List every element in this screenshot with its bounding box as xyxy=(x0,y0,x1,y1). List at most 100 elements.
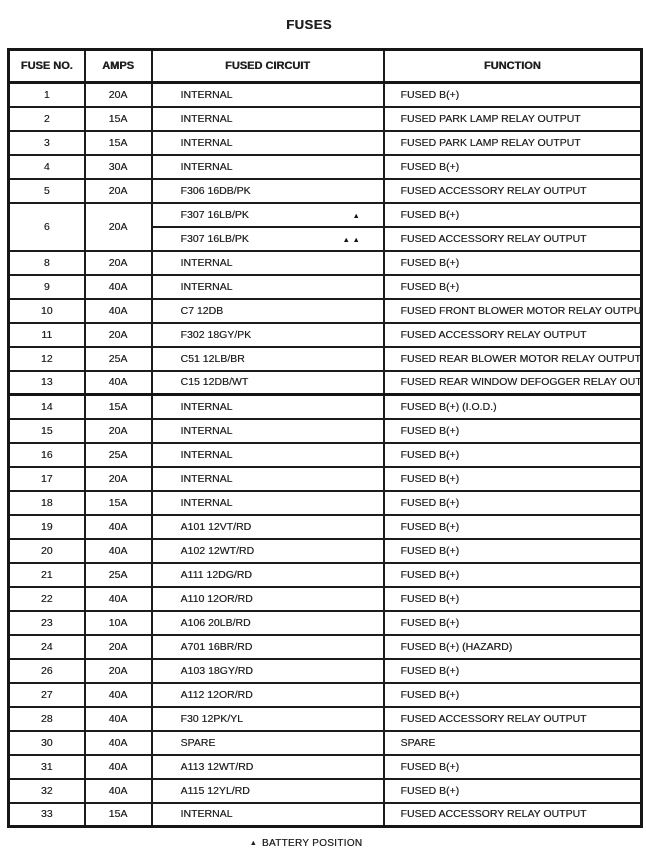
fuse-no-cell: 32 xyxy=(7,777,86,804)
function-cell: FUSED B(+) xyxy=(382,657,643,684)
amps-cell: 20A xyxy=(83,417,153,444)
fused-circuit-cell: A101 12VT/RD xyxy=(150,513,385,540)
function-cell: FUSED B(+) xyxy=(382,681,643,708)
table-row: 27 40A A112 12OR/RD FUSED B(+) xyxy=(7,681,643,708)
column-header-function: FUNCTION xyxy=(382,48,643,84)
amps-cell: 15A xyxy=(83,489,153,516)
footnote: ▲ BATTERY POSITION xyxy=(0,838,629,849)
fuse-no-cell: 20 xyxy=(7,537,86,564)
table-row: 30 40A SPARE SPARE xyxy=(7,729,643,756)
function-cell: FUSED B(+) xyxy=(382,513,643,540)
fuse-no-cell: 3 xyxy=(7,129,86,156)
fuse-no-cell: 21 xyxy=(7,561,86,588)
battery-position-marker-icon: ▲▲ xyxy=(342,236,363,244)
amps-cell: 20A xyxy=(83,321,153,348)
fused-circuit-cell: INTERNAL xyxy=(150,489,385,516)
function-cell: FUSED ACCESSORY RELAY OUTPUT xyxy=(382,705,643,732)
battery-position-marker-icon: ▲ xyxy=(352,212,363,220)
fuse-no-cell: 24 xyxy=(7,633,86,660)
fuse-no-cell: 18 xyxy=(7,489,86,516)
fused-circuit-cell: A102 12WT/RD xyxy=(150,537,385,564)
function-cell: FUSED B(+) xyxy=(382,561,643,588)
amps-cell: 40A xyxy=(83,705,153,732)
function-cell: FUSED B(+) xyxy=(382,417,643,444)
fuse-no-cell: 17 xyxy=(7,465,86,492)
amps-cell: 40A xyxy=(83,513,153,540)
fuse-no-cell: 2 xyxy=(7,105,86,132)
fused-circuit-cell: F307 16LB/PK ▲ xyxy=(150,201,385,228)
function-cell: FUSED B(+) xyxy=(382,81,643,108)
table-row: 15 20A INTERNAL FUSED B(+) xyxy=(7,417,643,444)
function-cell: FUSED B(+) (HAZARD) xyxy=(382,633,643,660)
amps-cell: 40A xyxy=(83,273,153,300)
table-row: 8 20A INTERNAL FUSED B(+) xyxy=(7,249,643,276)
fused-circuit-cell: A115 12YL/RD xyxy=(150,777,385,804)
table-row: 33 15A INTERNAL FUSED ACCESSORY RELAY OUTPU… xyxy=(7,801,643,828)
amps-cell: 40A xyxy=(83,681,153,708)
fused-circuit-cell: INTERNAL xyxy=(150,81,385,108)
function-cell: FUSED ACCESSORY RELAY OUTPUT xyxy=(382,801,643,828)
table-row: F307 16LB/PK ▲▲ FUSED ACCESSORY RELAY OUTP… xyxy=(9,225,643,252)
amps-cell: 20A xyxy=(83,81,153,108)
fuse-table: FUSE NO. AMPS FUSED CIRCUIT FUNCTION 1 20… xyxy=(7,48,643,828)
fused-circuit-cell: A701 16BR/RD xyxy=(150,633,385,660)
table-row: 13 40A C15 12DB/WT FUSED REAR WINDOW DEFOGG… xyxy=(7,369,643,396)
table-row: 16 25A INTERNAL FUSED B(+) xyxy=(7,441,643,468)
table-row: 2 15A INTERNAL FUSED PARK LAMP RELAY OUTPUT xyxy=(7,105,643,132)
footnote-text: BATTERY POSITION xyxy=(261,838,363,849)
fuse-no-cell: 13 xyxy=(7,369,86,396)
amps-cell: 25A xyxy=(83,345,153,372)
table-row: 9 40A INTERNAL FUSED B(+) xyxy=(7,273,643,300)
amps-cell: 30A xyxy=(83,153,153,180)
amps-cell: 20A xyxy=(83,657,153,684)
table-row: 21 25A A111 12DG/RD FUSED B(+) xyxy=(7,561,643,588)
fuse-no-cell: 26 xyxy=(7,657,86,684)
fused-circuit-cell: A112 12OR/RD xyxy=(150,681,385,708)
table-row: 31 40A A113 12WT/RD FUSED B(+) xyxy=(7,753,643,780)
amps-cell: 20A xyxy=(83,633,153,660)
function-cell: FUSED B(+) xyxy=(382,273,643,300)
fused-circuit-cell: A111 12DG/RD xyxy=(150,561,385,588)
fused-circuit-cell: INTERNAL xyxy=(150,393,385,420)
function-cell: SPARE xyxy=(382,729,643,756)
fused-circuit-cell: F306 16DB/PK xyxy=(150,177,385,204)
column-header-fused-circuit: FUSED CIRCUIT xyxy=(150,48,385,84)
table-row: 32 40A A115 12YL/RD FUSED B(+) xyxy=(7,777,643,804)
fused-circuit-cell: F302 18GY/PK xyxy=(150,321,385,348)
amps-cell: 20A xyxy=(83,465,153,492)
fused-circuit-cell: INTERNAL xyxy=(150,129,385,156)
function-cell: FUSED B(+) xyxy=(382,441,643,468)
fused-circuit-cell: INTERNAL xyxy=(150,249,385,276)
function-cell: FUSED B(+) xyxy=(382,609,643,636)
fuse-no-cell: 23 xyxy=(7,609,86,636)
amps-cell: 40A xyxy=(83,297,153,324)
amps-cell: 15A xyxy=(83,393,153,420)
fused-circuit-cell: A110 12OR/RD xyxy=(150,585,385,612)
amps-cell: 25A xyxy=(83,441,153,468)
fuse-no-cell: 22 xyxy=(7,585,86,612)
table-row: 12 25A C51 12LB/BR FUSED REAR BLOWER MOTOR … xyxy=(7,345,643,372)
amps-cell: 20A xyxy=(83,201,153,252)
fuse-table-body: 1 20A INTERNAL FUSED B(+) 2 15A INTERNAL FUSED … xyxy=(7,81,643,828)
function-cell: FUSED B(+) xyxy=(382,489,643,516)
table-row: 19 40A A101 12VT/RD FUSED B(+) xyxy=(7,513,643,540)
fused-circuit-cell: INTERNAL xyxy=(150,417,385,444)
function-cell: FUSED ACCESSORY RELAY OUTPUT xyxy=(382,225,643,252)
fuse-no-cell: 5 xyxy=(7,177,86,204)
amps-cell: 40A xyxy=(83,753,153,780)
table-row: 11 20A F302 18GY/PK FUSED ACCESSORY RELAY O… xyxy=(7,321,643,348)
amps-cell: 40A xyxy=(83,369,153,396)
table-row: 5 20A F306 16DB/PK FUSED ACCESSORY RELAY OU… xyxy=(7,177,643,204)
table-row: 22 40A A110 12OR/RD FUSED B(+) xyxy=(7,585,643,612)
fuse-no-cell: 1 xyxy=(7,81,86,108)
amps-cell: 20A xyxy=(83,177,153,204)
fuse-no-cell: 9 xyxy=(7,273,86,300)
battery-position-marker-icon: ▲ xyxy=(249,840,257,847)
fused-circuit-cell: SPARE xyxy=(150,729,385,756)
table-row: 6 20A F307 16LB/PK ▲ FUSED B(+) xyxy=(7,201,643,252)
function-cell: FUSED PARK LAMP RELAY OUTPUT xyxy=(382,105,643,132)
column-header-fuse-no: FUSE NO. xyxy=(7,48,86,84)
fuse-table-header: FUSE NO. AMPS FUSED CIRCUIT FUNCTION xyxy=(7,48,643,84)
function-cell: FUSED B(+) xyxy=(382,777,643,804)
amps-cell: 15A xyxy=(83,801,153,828)
